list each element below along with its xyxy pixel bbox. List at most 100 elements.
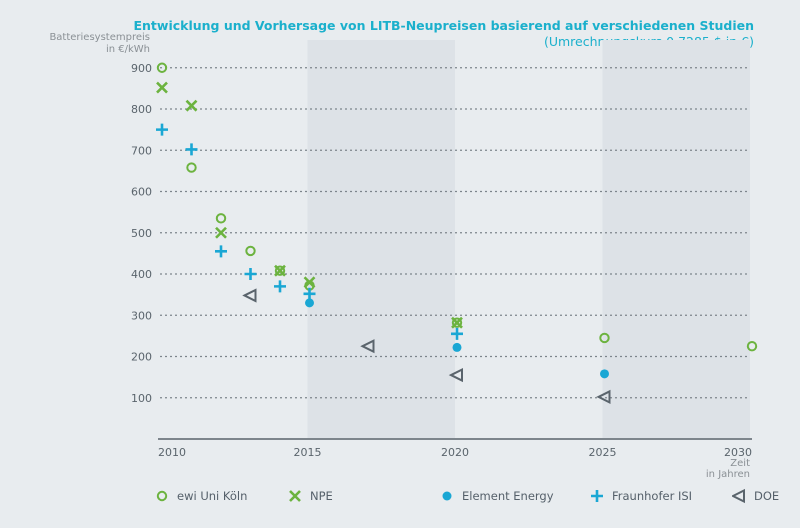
legend: ewi Uni Köln NPE Element Energy Fraunhofer … [0,488,800,512]
legend-item: Fraunhofer ISI [590,488,692,504]
data-point-element-energy [305,298,314,308]
legend-marker-icon [289,490,301,502]
circle-marker [215,213,227,224]
shaded-band [307,40,455,439]
legend-marker-icon [591,490,603,502]
legend-marker-icon [156,490,168,502]
circle-marker [156,62,168,73]
x-tick-label: 2010 [158,446,186,459]
shaded-band [602,40,750,439]
data-point-fraunhofer-isi [244,268,257,280]
data-point-doe [596,389,611,405]
dot-marker [305,298,314,308]
y-axis-label-line2: in €/kWh [105,44,150,55]
data-point-ewi-uni-k-ln [746,340,758,352]
legend-marker [732,488,745,504]
chart-title: Entwicklung und Vorhersage von LITB-Neup… [133,18,754,33]
x-tick-label: 2020 [441,446,469,459]
x-axis-label-line2: in Jahren [705,469,750,480]
x-marker [303,276,316,289]
x-marker [156,81,168,94]
y-tick-label: 600 [131,186,152,199]
dot-marker [452,342,462,352]
legend-item: ewi Uni Köln [155,488,247,504]
data-point-npe [451,316,463,329]
x-axis-label-line1: Zeit [730,458,750,469]
legend-marker-icon [732,488,745,504]
x-marker [451,316,463,329]
data-point-fraunhofer-isi [274,280,286,293]
plus-marker [451,327,463,340]
legend-item: NPE [288,488,333,504]
data-point-doe [360,339,375,354]
legend-marker [442,491,452,501]
legend-label: Fraunhofer ISI [612,489,693,503]
data-point-npe [215,226,227,239]
triangle-marker [448,367,463,383]
x-marker [274,264,286,277]
data-point-ewi-uni-k-ln [156,62,168,73]
x-marker [215,226,227,239]
data-point-element-energy [600,369,609,379]
legend-marker [156,490,168,502]
circle-marker [274,265,286,276]
data-point-fraunhofer-isi [215,245,227,258]
x-tick-label: 2025 [589,446,617,459]
data-point-ewi-uni-k-ln [274,265,286,276]
data-point-ewi-uni-k-ln [245,245,256,257]
legend-label: DOE [754,489,780,503]
data-point-fraunhofer-isi [185,143,198,156]
triangle-marker [242,288,257,303]
legend-label: ewi Uni Köln [177,489,248,503]
legend-label: Element Energy [462,489,554,503]
data-point-doe [448,367,463,383]
data-point-ewi-uni-k-ln [215,213,227,224]
x-tick-label: 2015 [294,446,322,459]
y-tick-label: 400 [131,268,152,281]
legend-marker-icon [442,491,452,501]
data-point-ewi-uni-k-ln [599,332,610,344]
y-tick-label: 100 [131,392,152,405]
legend-item: Element Energy [440,488,554,504]
y-tick-label: 900 [131,62,152,75]
data-point-element-energy [452,342,462,352]
y-tick-label: 200 [131,351,152,364]
circle-marker [186,162,197,173]
circle-marker [746,340,758,352]
triangle-marker [732,488,745,504]
circle-marker [245,245,256,257]
plus-marker [303,287,316,300]
plus-marker [591,490,603,502]
data-point-npe [274,264,286,277]
triangle-marker [596,389,611,405]
x-tick-label: 2030 [724,446,752,459]
y-axis-label: Batteriesystempreis in €/kWh [20,32,150,56]
data-point-fraunhofer-isi [156,123,168,136]
legend-item: DOE [732,488,779,504]
triangle-marker [360,339,375,354]
data-point-npe [185,99,198,112]
x-marker [185,99,198,112]
x-marker [289,490,301,502]
y-tick-label: 500 [131,227,152,240]
x-axis-label: Zeit in Jahren [690,458,750,480]
plus-marker [244,268,257,280]
plus-marker [215,245,227,258]
data-point-npe [156,81,168,94]
legend-marker [289,490,301,502]
y-tick-label: 300 [131,309,152,322]
data-point-ewi-uni-k-ln [451,317,463,328]
legend-marker [591,490,603,502]
dot-marker [442,491,452,501]
plus-marker [156,123,168,136]
legend-label: NPE [310,489,333,503]
data-point-doe [242,288,257,303]
y-tick-label: 800 [131,103,152,116]
data-point-fraunhofer-isi [303,287,316,300]
data-point-ewi-uni-k-ln [186,162,197,173]
dot-marker [600,369,609,379]
circle-marker [156,490,168,502]
circle-marker [599,332,610,344]
